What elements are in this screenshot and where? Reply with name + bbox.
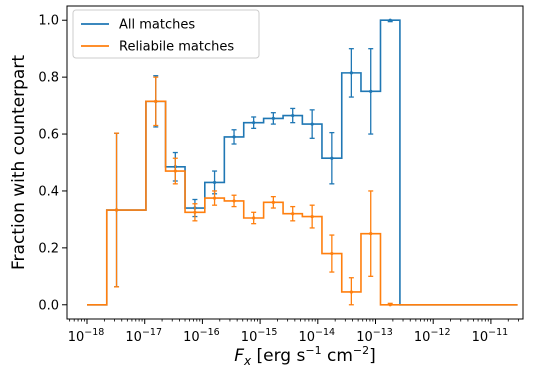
x-axis-title: Fx [erg s−1 cm−2] [234, 344, 376, 368]
x-tick-label: 10−13 [356, 327, 393, 345]
legend: All matches Reliabile matches [72, 9, 260, 59]
x-tick-label: 10−12 [414, 327, 451, 345]
series-2-point [388, 303, 392, 307]
series-1-point [252, 121, 256, 125]
series-1-point [369, 89, 373, 93]
series-2-point [271, 200, 275, 204]
series-2-point [114, 208, 119, 212]
y-tick-label: 0.2 [38, 241, 59, 256]
x-tick-label: 10−14 [299, 327, 336, 345]
y-tick-label: 1.0 [38, 14, 59, 29]
series-2-point [212, 196, 217, 200]
series-1-point [330, 156, 334, 160]
series-2-point [369, 232, 373, 236]
series-2-point [330, 251, 334, 256]
series-2-point [232, 199, 236, 203]
series-2-point [349, 290, 353, 294]
legend-label-2: Reliabile matches [119, 40, 234, 55]
y-tick-label: 0.4 [38, 184, 59, 199]
series-2-point [310, 214, 314, 219]
y-tick-label: 0.0 [38, 298, 59, 313]
axes: 10−18 10−17 10−16 10−15 10−14 10−13 10−12 10−11… [9, 5, 524, 368]
x-tick-label: 10−16 [183, 327, 220, 345]
series-2-point [173, 169, 177, 173]
y-tick-label: 0.8 [38, 71, 59, 86]
x-tick-label: 10−17 [125, 327, 162, 345]
series-1-point [310, 122, 314, 126]
x-tick-label: 10−18 [68, 327, 105, 345]
series-1-point [212, 180, 217, 185]
legend-label-1: All matches [119, 18, 195, 33]
y-axis-title: Fraction with counterpart [9, 55, 29, 270]
y-tick-label: 0.6 [38, 128, 59, 143]
legend-box [72, 9, 260, 59]
series-2-point [154, 99, 158, 103]
series-1-point [271, 116, 275, 120]
series-2-step-line [87, 100, 518, 306]
plot-area [87, 18, 518, 307]
series-1-point [388, 18, 392, 22]
series-2-point [193, 210, 197, 214]
series-1-point [291, 113, 295, 118]
series-1-point [232, 135, 236, 139]
x-tick-label: 10−11 [472, 327, 509, 345]
series-1-step-line [87, 19, 518, 306]
series-2-point [252, 216, 256, 220]
x-tick-label: 10−15 [241, 327, 278, 345]
series-1-point [349, 71, 353, 75]
series-2-point [291, 212, 295, 216]
